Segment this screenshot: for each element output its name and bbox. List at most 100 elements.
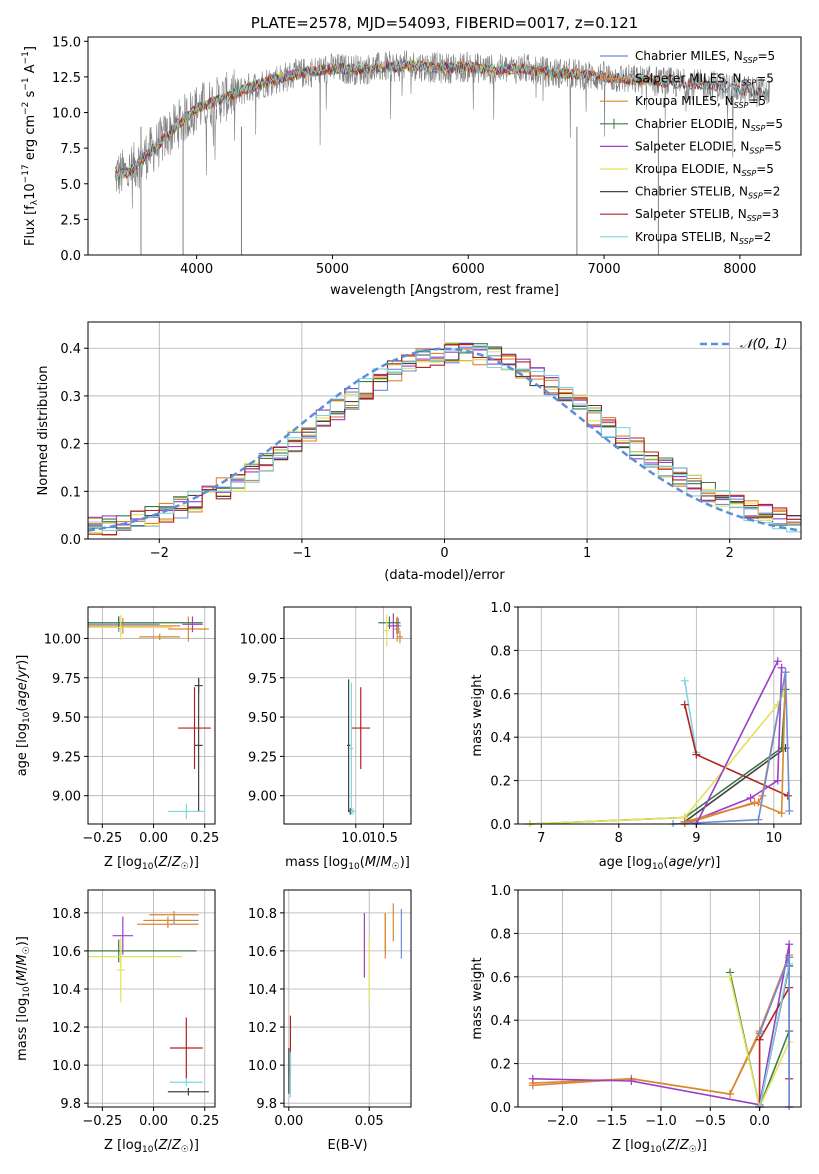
legend-label: Kroupa STELIB, NSSP=2 [635,230,771,246]
y-tick-label: 15.0 [52,35,81,50]
y-axis-label: Normed distribution [36,366,51,496]
weight-series [695,660,779,825]
y-tick-label: 10.0 [52,1059,81,1074]
y-tick-label: 9.25 [248,750,277,765]
y-tick-label: 10.8 [52,907,81,922]
weight-series [683,704,789,797]
y-tick-label: 5.0 [60,178,81,193]
y-tick-label: 0.6 [490,688,511,703]
x-tick-label: −2.0 [547,1114,579,1129]
y-axis-label: mass weight [470,957,485,1039]
axis-label: age [log10(age/yr)] [599,855,721,872]
model-spectrum [114,60,768,179]
x-tick-label: 7 [537,831,545,846]
y-tick-label: 10.4 [248,983,277,998]
axes-frame [283,889,412,1108]
y-tick-label: 0.8 [490,927,511,942]
legend-label: Chabrier ELODIE, NSSP=5 [635,117,783,133]
weights_vs_age-panel: 7 8 9 10 0.0 0.2 0.4 0.6 0.8 1.0 age [log10(age/yr… [470,601,802,872]
x-tick-label: −1.5 [596,1114,628,1129]
y-tick-label: 0.6 [490,971,511,986]
figure-title: PLATE=2578, MJD=54093, FIBERID=0017, z=0… [251,14,638,32]
x-tick-label: 0 [440,546,448,561]
x-axis-label: (data-model)/error [384,568,505,583]
x-tick-label: 0.00 [139,831,168,846]
y-tick-label: 9.8 [60,1097,81,1112]
x-tick-label: 0.0 [749,1114,770,1129]
model-spectrum [114,59,768,181]
axis-label: Flux [fλ10−17 erg cm−2 s−1 A−1] [21,46,40,246]
x-tick-label: 2 [726,546,734,561]
y-tick-label: 0.2 [490,775,511,790]
axes-frame [517,889,802,1108]
y-tick-label: 0.4 [60,342,81,357]
mass_vs_EBV-panel: 0.00 0.05 9.8 10.0 10.2 10.4 10.6 10.8 E(B-V) [248,889,412,1153]
weight-lines [528,940,794,1110]
y-tick-label: 0.0 [60,249,81,264]
y-tick-label: 0.8 [490,644,511,659]
x-tick-label: −1 [292,546,311,561]
x-tick-label: −0.25 [82,1114,122,1129]
legend-label: Chabrier STELIB, NSSP=2 [635,185,780,201]
age_vs_mass-panel: 10.010.5 9.00 9.25 9.50 9.75 10.00 mass [log10… [240,606,412,872]
legend-label: Salpeter STELIB, NSSP=3 [635,207,779,223]
axes-frame [87,36,802,256]
x-tick-label: 0.00 [139,1114,168,1129]
axis-label: age [log10(age/yr)] [15,655,32,777]
weight-series [673,671,791,825]
x-tick-label: 8000 [723,262,756,277]
y-tick-label: 10.6 [52,945,81,960]
weight-series [758,963,790,1108]
y-tick-label: 10.00 [44,632,81,647]
y-tick-label: 0.0 [60,533,81,548]
y-tick-label: 10.8 [248,907,277,922]
y-tick-label: 0.2 [490,1058,511,1073]
y-tick-label: 9.50 [248,711,277,726]
y-tick-label: 9.25 [52,750,81,765]
legend-label: Chabrier MILES, NSSP=5 [635,49,775,65]
y-tick-label: 9.00 [248,790,277,805]
y-tick-label: 2.5 [60,213,81,228]
weight-series [683,680,698,753]
legend-label: Salpeter ELODIE, NSSP=5 [635,139,782,155]
y-tick-label: 0.3 [60,390,81,405]
x-tick-label: 10.0 [341,831,370,846]
x-tick-label: 0.25 [190,1114,219,1129]
x-tick-label: 0.00 [274,1114,303,1129]
age_vs_Z-panel: −0.25 0.00 0.25 9.00 9.25 9.50 9.75 10.00 Z [log… [15,606,219,872]
y-tick-label: 9.50 [52,711,81,726]
y-tick-label: 1.0 [490,884,511,899]
x-tick-label: 9 [692,831,700,846]
x-tick-label: 0.05 [355,1114,384,1129]
y-axis-label: mass weight [470,674,485,756]
y-tick-label: 10.00 [240,632,277,647]
error-bars [88,910,209,1096]
axis-label: mass [log10(M/M☉)] [15,936,32,1061]
legend-label: Salpeter MILES, NSSP=5 [635,72,774,88]
legend: Chabrier MILES, NSSP=5 Salpeter MILES, NS… [600,49,783,246]
mass_vs_Z-panel: −0.25 0.00 0.25 9.8 10.0 10.2 10.4 10.6 10.8 Z [l… [15,889,219,1155]
spectrum-panel: 4000 5000 6000 7000 8000 0.0 2.5 5.0 7.5 10.0 12.5… [21,14,802,298]
axis-label: mass [log10(M/M☉)] [285,855,410,872]
x-tick-label: 0.25 [190,831,219,846]
normal-curve [88,347,801,532]
y-tick-label: 7.5 [60,142,81,157]
y-tick-label: 10.2 [248,1021,277,1036]
x-tick-label: 7000 [588,262,621,277]
error-bars [288,903,402,1098]
y-tick-label: 0.0 [490,818,511,833]
y-tick-label: 0.4 [490,1014,511,1029]
y-tick-label: 0.0 [490,1101,511,1116]
weights_vs_Z-panel: −2.0 −1.5 −1.0 −0.5 0.0 0.0 0.2 0.4 0.6 0.8 1.0 Z [… [470,884,802,1155]
axis-label: Z [log10(Z/Z☉)] [104,855,199,872]
histograms [88,342,801,536]
x-axis-label: wavelength [Angstrom, rest frame] [330,283,559,298]
axis-label: Z [log10(Z/Z☉)] [104,1138,199,1155]
y-tick-label: 0.4 [490,731,511,746]
y-tick-label: 9.00 [52,790,81,805]
y-tick-label: 10.2 [52,1021,81,1036]
x-tick-label: 10.5 [369,831,398,846]
axes-frame [517,606,802,825]
weight-lines [525,657,794,827]
